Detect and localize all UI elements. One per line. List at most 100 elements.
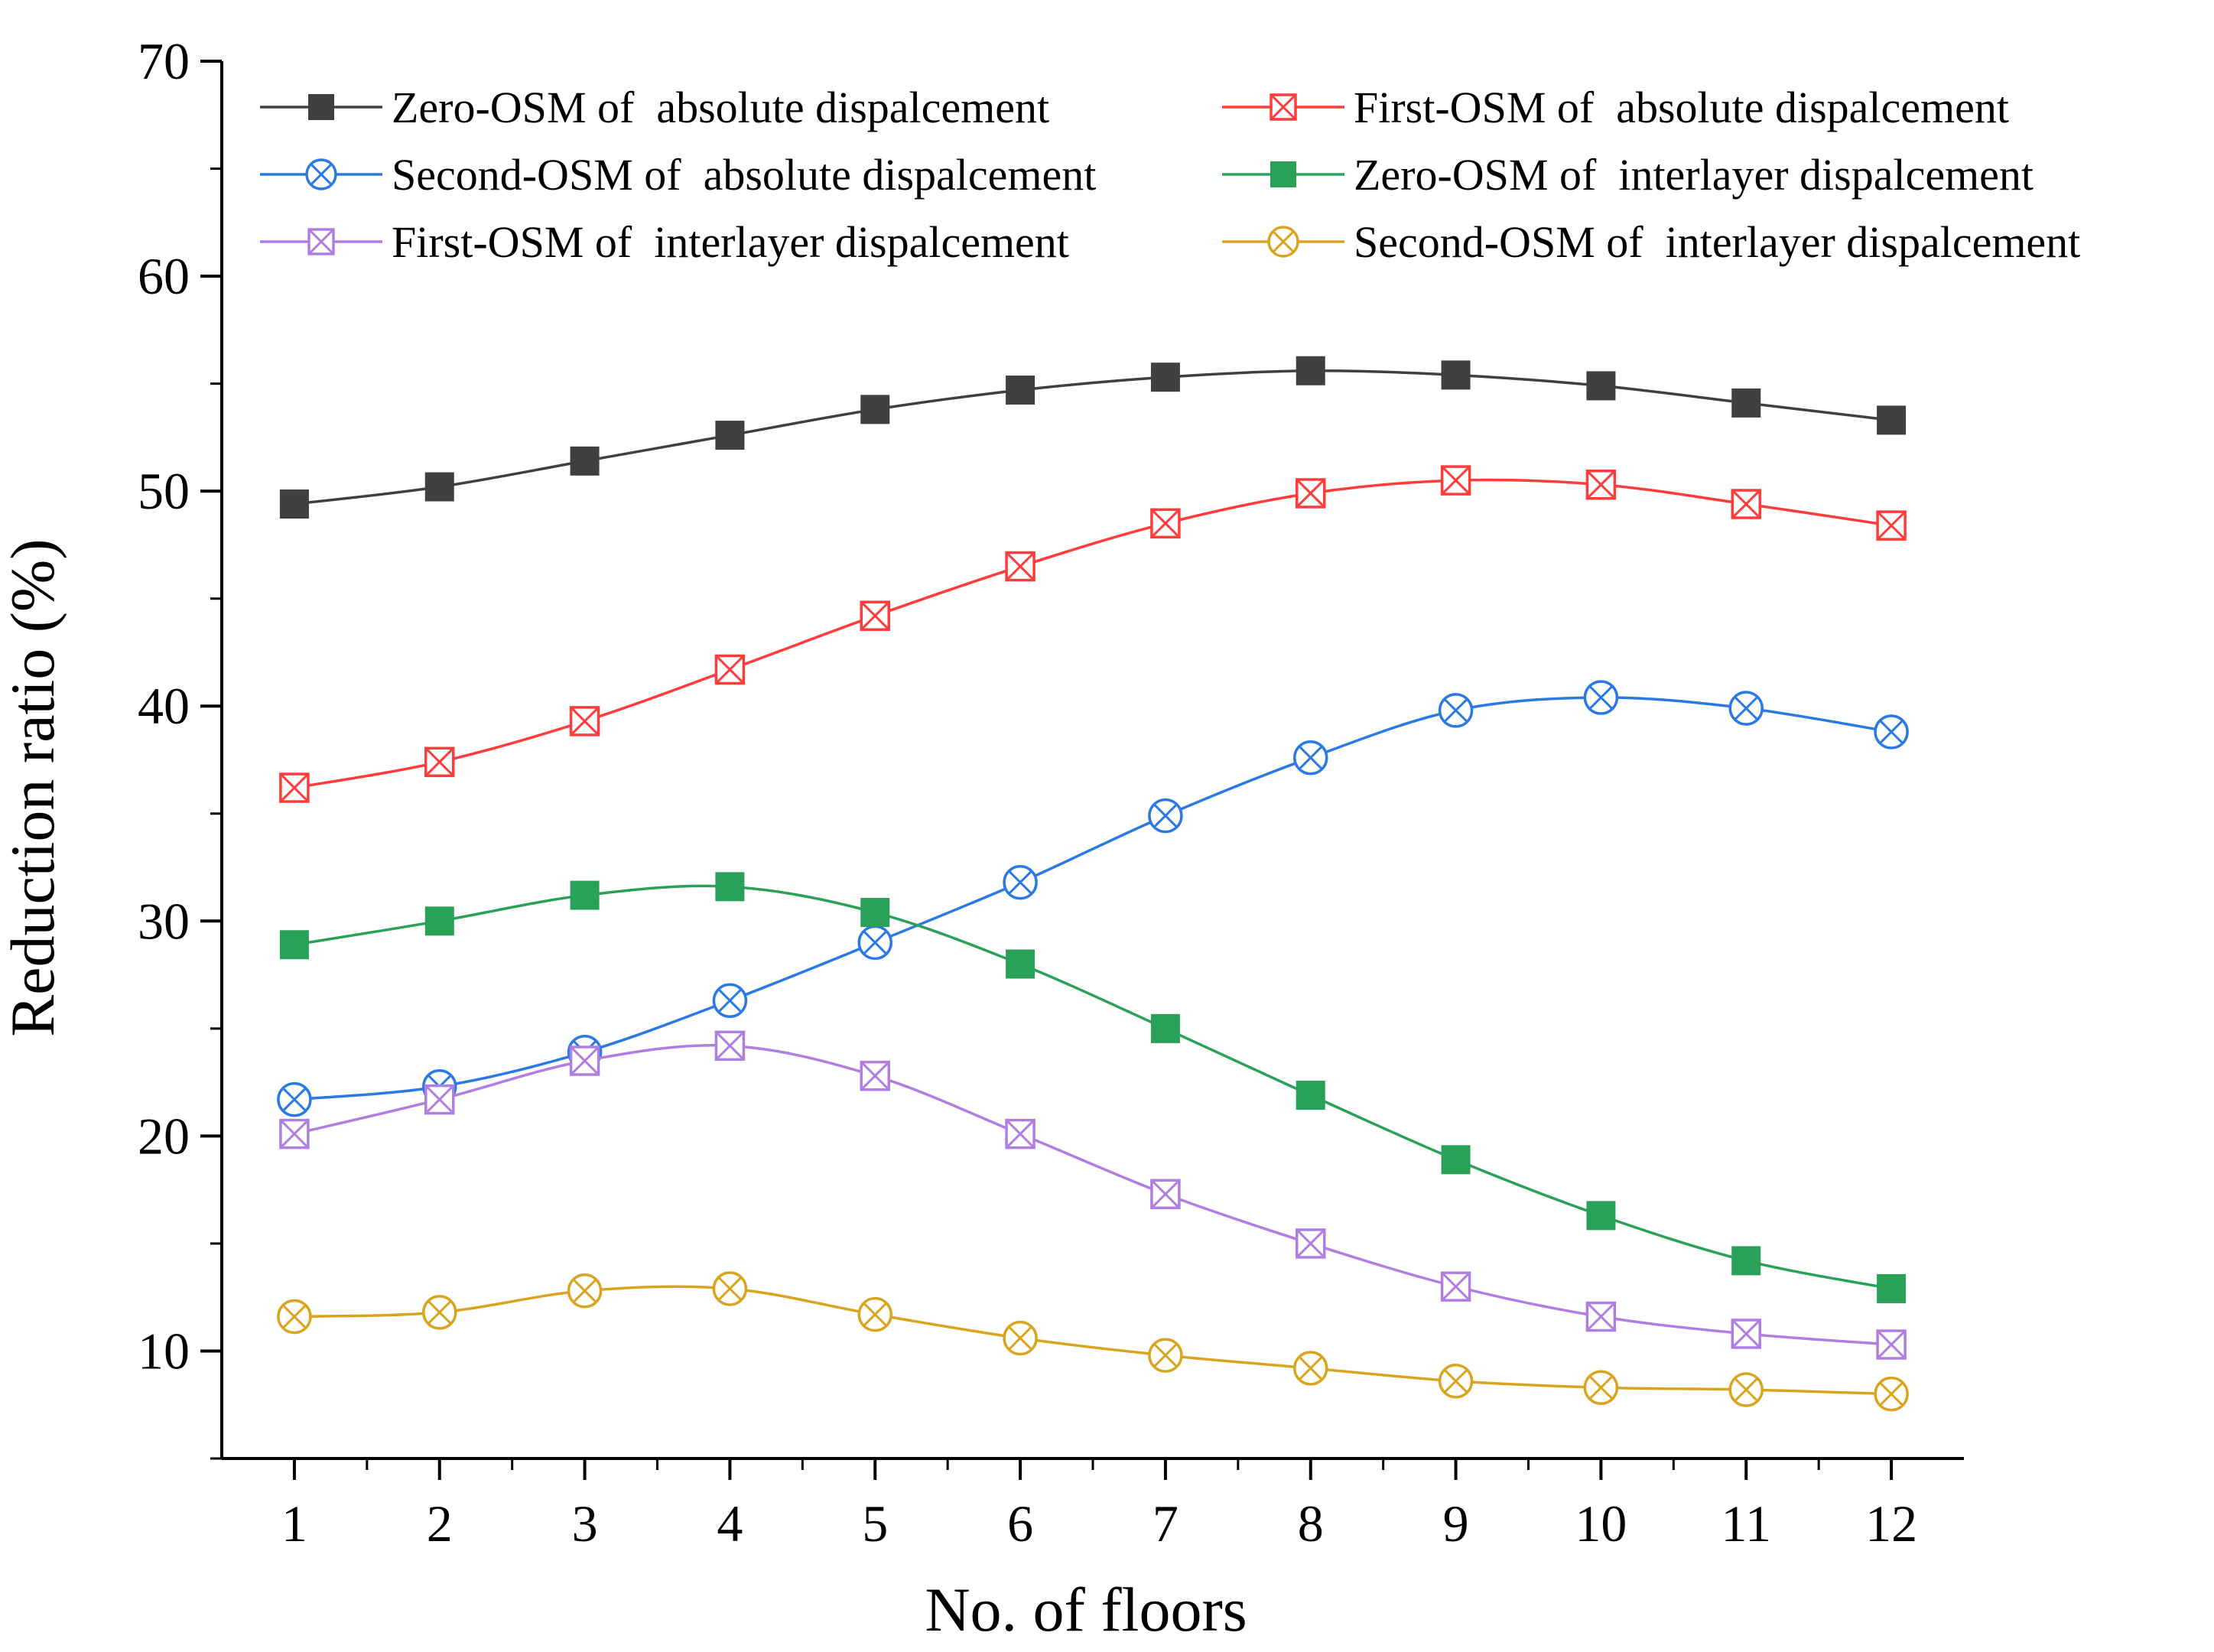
data-point bbox=[1148, 1338, 1183, 1373]
x-tick-label: 4 bbox=[717, 1494, 743, 1553]
marker-cross bbox=[1441, 1272, 1471, 1302]
series-line bbox=[294, 478, 1892, 789]
x-tick-label: 3 bbox=[572, 1494, 598, 1553]
marker-cross bbox=[427, 1299, 452, 1325]
data-point bbox=[860, 600, 890, 631]
marker-cross bbox=[279, 1119, 309, 1149]
data-point bbox=[279, 1118, 310, 1150]
marker-cross bbox=[279, 772, 309, 803]
legend-marker bbox=[1270, 93, 1297, 121]
marker-cross bbox=[1879, 1381, 1904, 1406]
marker-cross bbox=[282, 1087, 307, 1112]
marker-cross bbox=[1731, 1319, 1761, 1349]
data-point bbox=[857, 925, 892, 961]
x-tick-label: 9 bbox=[1443, 1494, 1469, 1553]
series-2 bbox=[279, 465, 1907, 803]
series-layer bbox=[277, 356, 1909, 1412]
data-point bbox=[570, 446, 600, 476]
series-line bbox=[294, 884, 1892, 1290]
data-point bbox=[1877, 405, 1907, 435]
legend-label: Zero-OSM of absolute dispalcement bbox=[392, 83, 1049, 132]
data-point bbox=[714, 654, 746, 685]
legend-marker bbox=[1270, 161, 1296, 187]
marker-cross bbox=[860, 1061, 890, 1091]
series-5 bbox=[279, 1030, 1907, 1360]
data-point bbox=[1003, 864, 1038, 900]
data-point bbox=[712, 983, 748, 1019]
data-point bbox=[860, 395, 890, 424]
data-point bbox=[1150, 363, 1180, 392]
data-point bbox=[424, 746, 455, 778]
data-point bbox=[1440, 1271, 1471, 1302]
data-point bbox=[279, 489, 309, 519]
data-point bbox=[279, 930, 309, 960]
marker-cross bbox=[1441, 466, 1471, 496]
data-point bbox=[1438, 693, 1474, 728]
marker-cross bbox=[1153, 1343, 1178, 1367]
data-point bbox=[1731, 489, 1761, 519]
data-point bbox=[1148, 798, 1183, 834]
marker-cross bbox=[1270, 93, 1297, 121]
legend-marker bbox=[308, 94, 334, 120]
data-point bbox=[1441, 1145, 1471, 1175]
marker-cross bbox=[1877, 511, 1907, 541]
marker-cross bbox=[1588, 1375, 1614, 1400]
data-point bbox=[277, 1299, 312, 1335]
data-point bbox=[1005, 1118, 1035, 1150]
data-point bbox=[1440, 465, 1471, 496]
data-point bbox=[1296, 1080, 1325, 1110]
data-point bbox=[860, 1060, 890, 1091]
marker-cross bbox=[424, 1085, 454, 1114]
data-point bbox=[1876, 510, 1907, 541]
legend-marker bbox=[305, 158, 337, 190]
marker-cross bbox=[1008, 870, 1032, 895]
data-point bbox=[1003, 1320, 1038, 1356]
data-point bbox=[569, 1046, 600, 1076]
data-point bbox=[1296, 1228, 1326, 1259]
legend-marker bbox=[1267, 226, 1299, 258]
data-point bbox=[1874, 714, 1909, 750]
x-tick-label: 5 bbox=[862, 1494, 888, 1553]
marker-cross bbox=[1443, 698, 1468, 723]
legend-label: Second-OSM of absolute dispalcement bbox=[392, 150, 1096, 200]
legend-item-5: First-OSM of interlayer dispalcement bbox=[260, 217, 1069, 267]
data-point bbox=[1296, 356, 1325, 385]
y-tick-label: 50 bbox=[138, 462, 190, 520]
series-line bbox=[294, 1285, 1892, 1396]
marker-cross bbox=[572, 1278, 597, 1303]
marker-cross bbox=[1296, 1228, 1325, 1258]
marker-cross bbox=[1586, 1302, 1616, 1332]
x-tick-label: 12 bbox=[1865, 1494, 1917, 1553]
data-point bbox=[857, 1296, 892, 1332]
series-line bbox=[294, 1044, 1892, 1346]
x-tick-label: 8 bbox=[1298, 1494, 1324, 1553]
data-point bbox=[1731, 1319, 1761, 1349]
legend-item-3: Second-OSM of absolute dispalcement bbox=[260, 150, 1096, 200]
marker-cross bbox=[1153, 803, 1178, 828]
data-point bbox=[1441, 360, 1471, 390]
marker-cross bbox=[863, 930, 888, 955]
marker-cross bbox=[1879, 720, 1904, 744]
series-4 bbox=[279, 872, 1907, 1303]
marker-cross bbox=[307, 228, 335, 255]
marker-cross bbox=[715, 655, 745, 685]
data-point bbox=[1006, 949, 1035, 979]
marker-cross bbox=[1734, 696, 1759, 720]
legend-label: First-OSM of absolute dispalcement bbox=[1354, 83, 2009, 132]
marker-cross bbox=[1150, 509, 1180, 538]
data-point bbox=[715, 421, 745, 450]
marker-cross bbox=[424, 747, 454, 777]
legend-marker bbox=[307, 228, 335, 255]
y-tick-label: 60 bbox=[138, 247, 190, 305]
marker-cross bbox=[1296, 478, 1325, 509]
data-point bbox=[1585, 1301, 1617, 1332]
y-axis-title: Reduction ratio (%) bbox=[0, 538, 67, 1036]
series-line bbox=[294, 369, 1892, 506]
data-point bbox=[860, 898, 890, 928]
data-point bbox=[1731, 1246, 1761, 1276]
x-tick-label: 10 bbox=[1575, 1494, 1627, 1553]
y-tick-label: 20 bbox=[138, 1107, 190, 1165]
data-point bbox=[1728, 1372, 1764, 1407]
marker-cross bbox=[1272, 230, 1295, 253]
